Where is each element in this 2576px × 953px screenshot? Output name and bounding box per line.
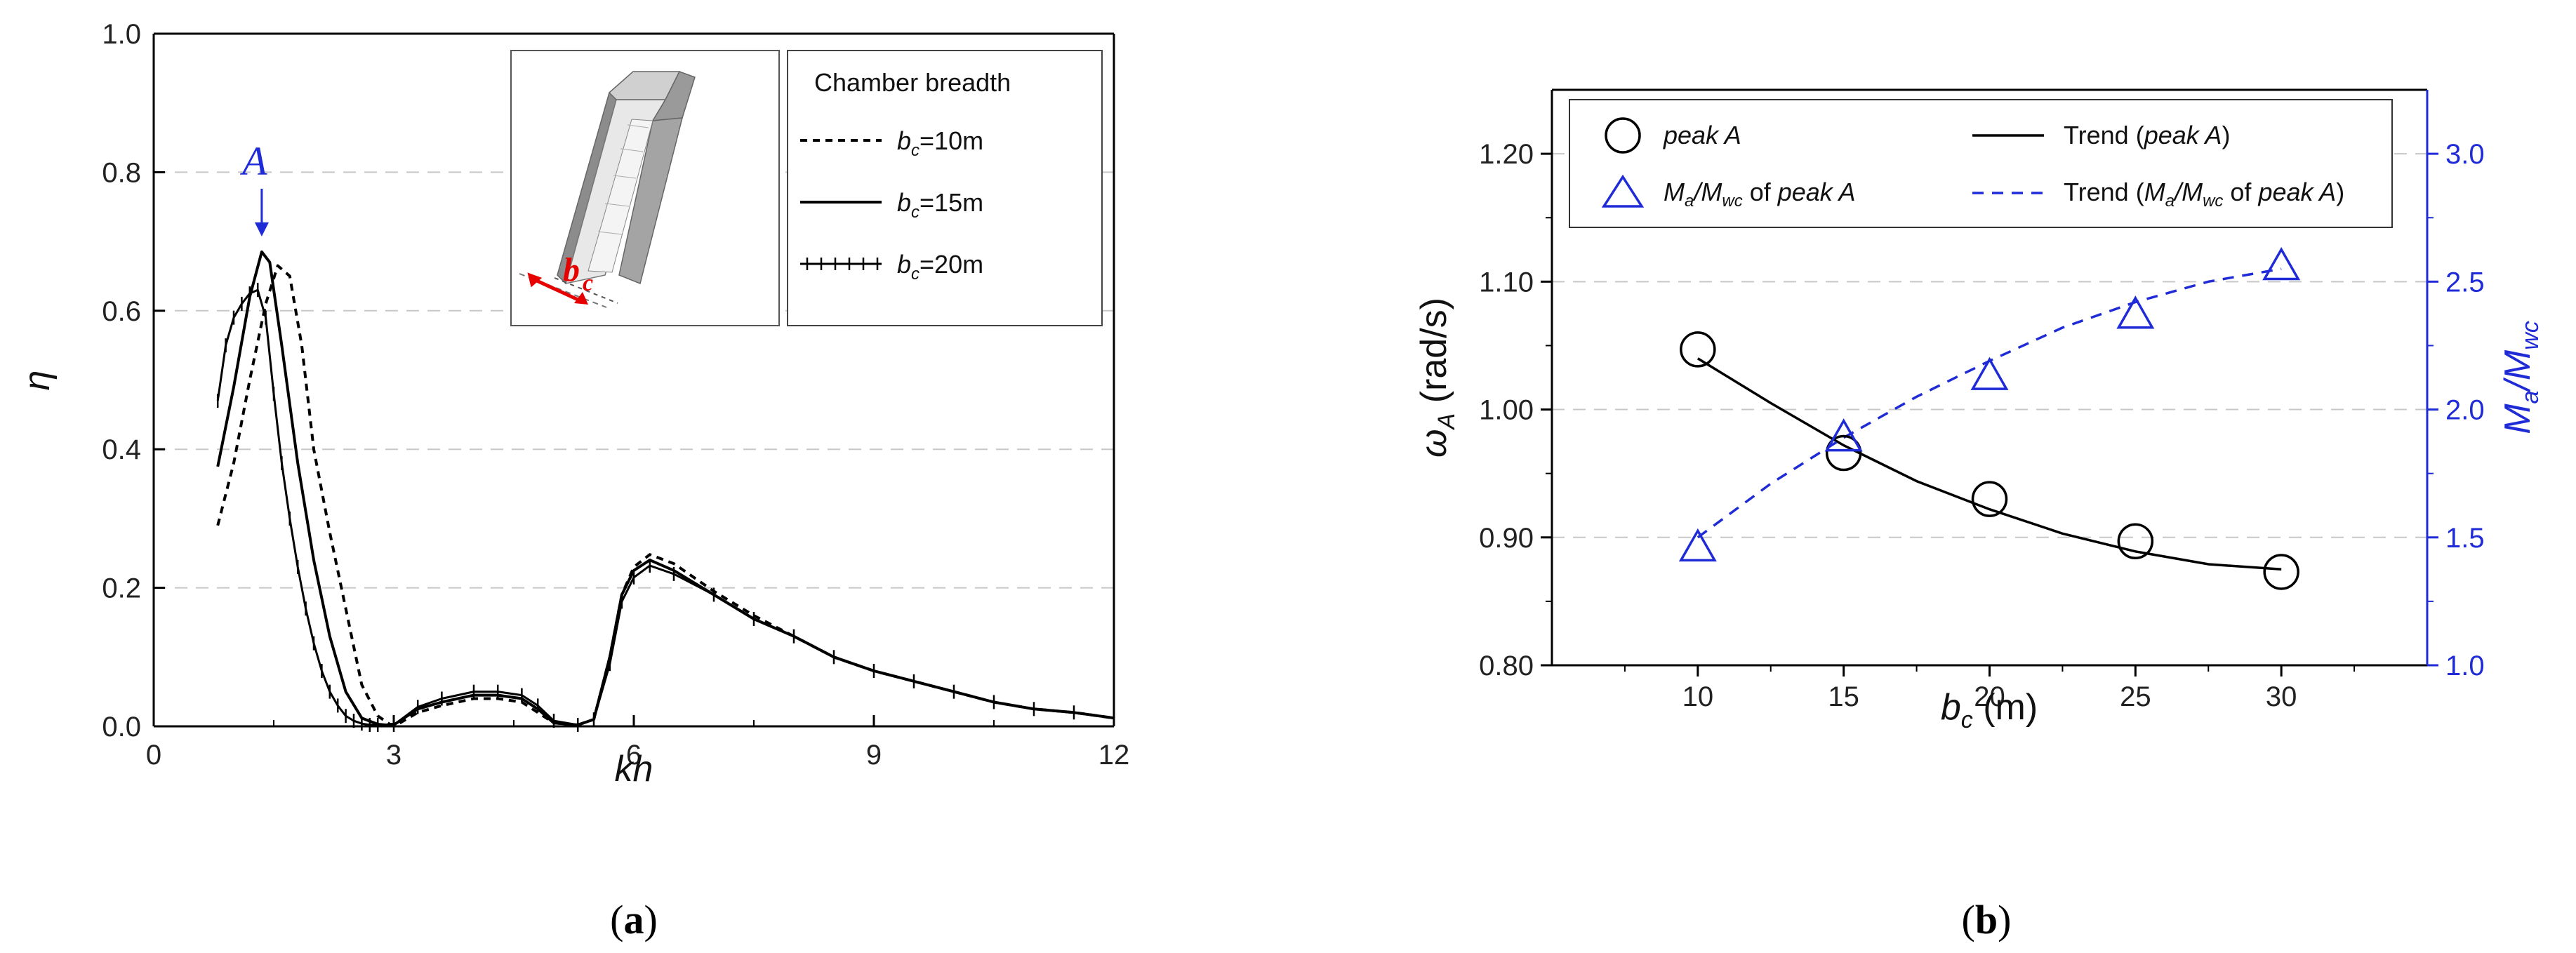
legend-title: Chamber breadth bbox=[814, 68, 1011, 97]
trend-line-ratio bbox=[1697, 267, 2282, 539]
legend-a: Chamber breadth bc=10m bc=15m bc=20m bbox=[787, 50, 1103, 326]
legend-label-1: bc=10m bbox=[897, 126, 983, 160]
series-b bbox=[1678, 246, 2301, 590]
legend-trend-peak-a: Trend (peak A) bbox=[2064, 121, 2230, 149]
point-peak-a bbox=[1825, 434, 1862, 472]
legend-label-3: bc=20m bbox=[897, 250, 983, 284]
ticks-b: 0.80 0.90 1.00 1.10 1.20 1.0 1.5 2.0 2.5 3.0 10 15 2… bbox=[1479, 139, 2484, 712]
series-line-10m bbox=[216, 264, 1115, 726]
y-right-tick-label-b: 1.5 bbox=[2445, 523, 2485, 554]
legend-label-2: bc=15m bbox=[897, 188, 983, 222]
x-axis-label-a: kh bbox=[615, 749, 653, 789]
y-left-tick-label-b: 0.90 bbox=[1479, 523, 1534, 554]
y-right-tick-label-b: 2.0 bbox=[2445, 395, 2485, 426]
point-ratio bbox=[2116, 295, 2155, 329]
legend-triangle-marker bbox=[1601, 174, 1645, 208]
point-peak-a bbox=[2263, 554, 2299, 590]
y-tick-label-a: 0.4 bbox=[102, 434, 141, 465]
point-ratio bbox=[2262, 246, 2301, 281]
x-tick-label-a: 12 bbox=[1098, 740, 1130, 771]
y-axis-label-left-b: ωA (rad/s) bbox=[1414, 298, 1460, 458]
point-peak-a bbox=[1680, 331, 1716, 368]
legend-ratio: Ma/Mwc of peak A bbox=[1664, 178, 1855, 211]
x-tick-label-b: 30 bbox=[2266, 681, 2297, 712]
peak-a-arrow bbox=[254, 188, 269, 236]
x-tick-label-b: 20 bbox=[1974, 681, 2005, 712]
chamber-illustration: b c bbox=[510, 50, 780, 326]
svg-text:c: c bbox=[583, 270, 593, 296]
point-peak-a bbox=[2117, 523, 2154, 559]
legend-peak-a: peak A bbox=[1663, 121, 1741, 149]
point-peak-a bbox=[1971, 481, 2008, 517]
legend-trend-ratio: Trend (Ma/Mwc of peak A) bbox=[2064, 178, 2344, 211]
y-tick-label-a: 0.6 bbox=[102, 296, 141, 327]
x-tick-label-b: 15 bbox=[1828, 681, 1859, 712]
y-right-tick-label-b: 1.0 bbox=[2445, 651, 2485, 681]
panel-b: 0.80 0.90 1.00 1.10 1.20 1.0 1.5 2.0 2.5 3.0 10 15 2… bbox=[1414, 88, 2544, 942]
y-left-tick-label-b: 0.80 bbox=[1479, 651, 1534, 681]
legend-b: peak A Trend (peak A) Ma/Mwc of peak A T… bbox=[1569, 99, 2393, 228]
x-tick-label-a: 0 bbox=[146, 740, 161, 771]
panel-label-b: (b) bbox=[1962, 897, 2012, 942]
y-left-tick-label-b: 1.00 bbox=[1479, 395, 1534, 426]
y-axis-label-a: η bbox=[17, 371, 58, 391]
y-right-tick-label-b: 2.5 bbox=[2445, 267, 2485, 298]
point-ratio bbox=[1678, 528, 1717, 562]
y-tick-label-a: 1.0 bbox=[102, 19, 141, 50]
x-tick-label-a: 6 bbox=[626, 740, 642, 771]
x-tick-label-a: 3 bbox=[386, 740, 401, 771]
point-ratio bbox=[1970, 356, 2009, 390]
y-right-tick-label-b: 3.0 bbox=[2445, 139, 2485, 170]
series-a bbox=[216, 250, 1115, 733]
y-tick-label-a: 0.2 bbox=[102, 573, 141, 604]
x-axis-label-b: bc (m) bbox=[1941, 687, 2038, 733]
y-left-tick-label-b: 1.20 bbox=[1479, 139, 1534, 170]
point-ratio bbox=[1824, 418, 1863, 452]
x-tick-label-b: 25 bbox=[2120, 681, 2151, 712]
svg-text:b: b bbox=[563, 251, 580, 288]
y-left-tick-label-b: 1.10 bbox=[1479, 267, 1534, 298]
y-tick-label-a: 0.0 bbox=[102, 712, 141, 742]
legend-circle-marker bbox=[1605, 117, 1641, 154]
panel-label-a: (a) bbox=[610, 897, 658, 942]
panel-a: 0.0 0.2 0.4 0.6 0.8 1.0 0 3 6 9 12 kh η A b bbox=[17, 19, 1129, 942]
y-tick-label-a: 0.8 bbox=[102, 157, 141, 188]
x-tick-label-b: 10 bbox=[1682, 681, 1714, 712]
peak-a-annotation: A bbox=[239, 138, 267, 184]
y-axis-label-right-b: Ma/Mwc bbox=[2497, 321, 2544, 434]
trend-line-peak-a bbox=[1697, 357, 2282, 571]
series-line-20m bbox=[216, 288, 1115, 726]
x-tick-label-a: 9 bbox=[866, 740, 882, 771]
ticks-a: 0.0 0.2 0.4 0.6 0.8 1.0 0 3 6 9 12 bbox=[102, 19, 1129, 771]
